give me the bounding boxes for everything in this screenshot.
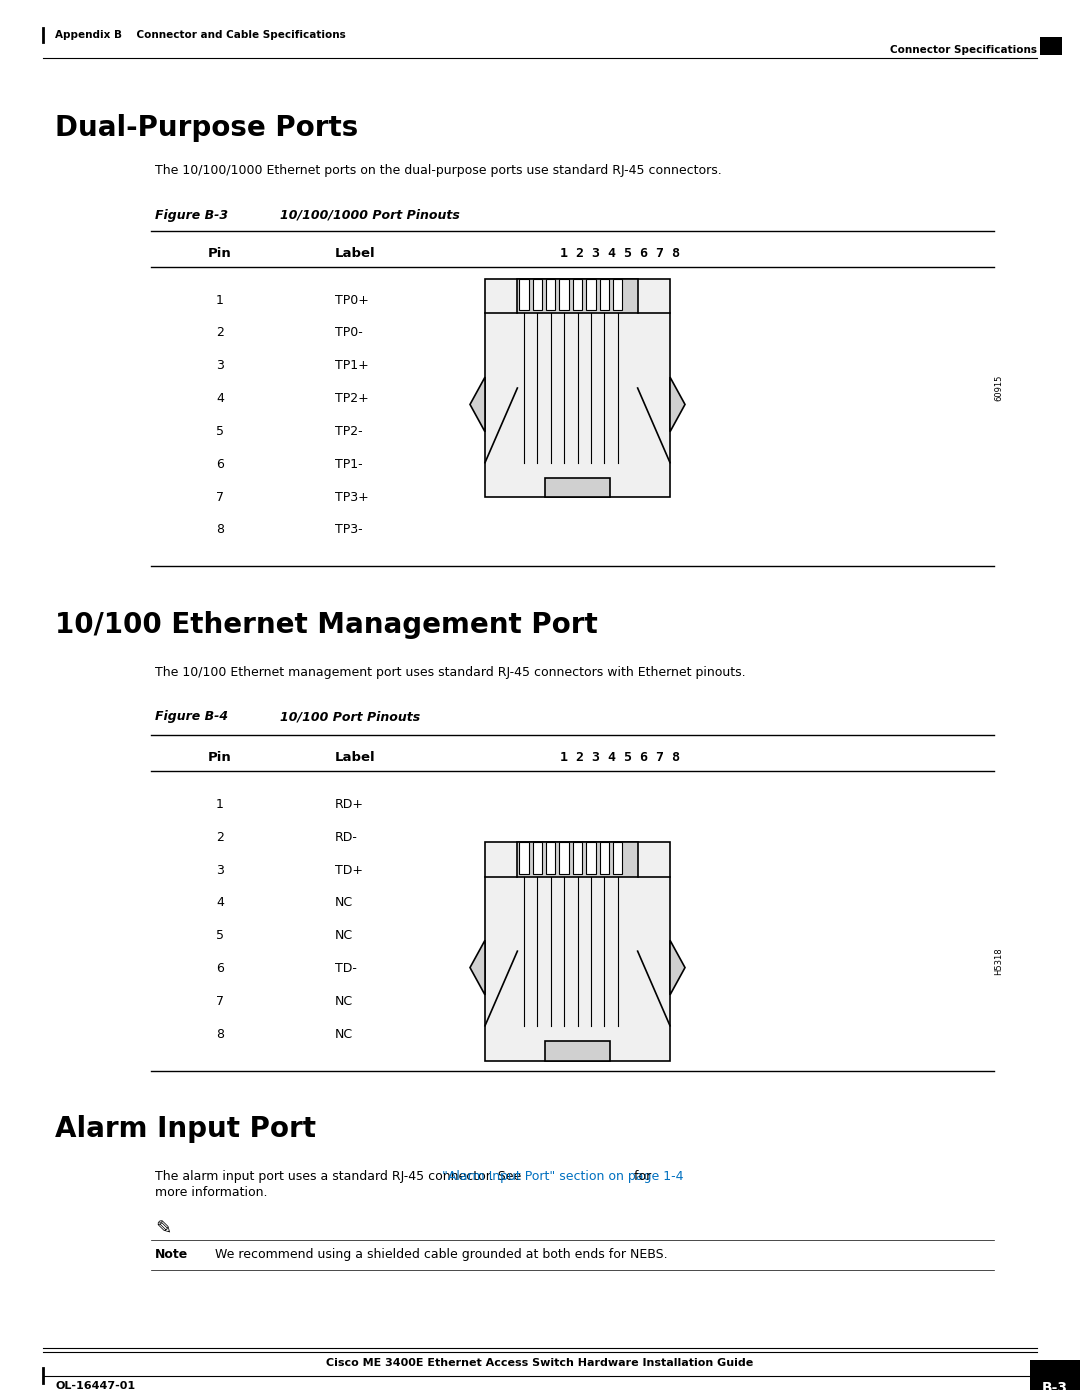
Text: NC: NC <box>335 897 353 909</box>
Bar <box>599 842 609 873</box>
Bar <box>517 842 637 876</box>
Bar <box>599 278 609 310</box>
Text: The 10/100 Ethernet management port uses standard RJ-45 connectors with Ethernet: The 10/100 Ethernet management port uses… <box>156 665 745 679</box>
Bar <box>546 278 555 310</box>
Text: 2: 2 <box>216 831 224 844</box>
Bar <box>485 278 670 497</box>
Bar <box>572 842 582 873</box>
Text: NC: NC <box>335 995 353 1009</box>
Text: 1 2 3 4 5 6 7 8: 1 2 3 4 5 6 7 8 <box>561 752 680 764</box>
Text: B-3: B-3 <box>1042 1382 1068 1396</box>
Text: TP3-: TP3- <box>335 524 363 536</box>
Text: Label: Label <box>335 247 376 260</box>
Text: 4: 4 <box>216 897 224 909</box>
Text: TP0-: TP0- <box>335 327 363 339</box>
Text: TP2+: TP2+ <box>335 393 368 405</box>
Polygon shape <box>470 377 485 432</box>
Polygon shape <box>670 940 685 995</box>
Text: TP2-: TP2- <box>335 425 363 437</box>
Bar <box>559 842 569 873</box>
Text: Appendix B    Connector and Cable Specifications: Appendix B Connector and Cable Specifica… <box>55 29 346 41</box>
Polygon shape <box>670 377 685 432</box>
Text: 5: 5 <box>216 929 224 942</box>
Text: 1: 1 <box>216 798 224 810</box>
Polygon shape <box>470 940 485 995</box>
Text: H5318: H5318 <box>994 947 1003 975</box>
Text: more information.: more information. <box>156 1186 268 1199</box>
Text: 7: 7 <box>216 490 224 503</box>
Text: TD-: TD- <box>335 963 356 975</box>
Text: TD+: TD+ <box>335 863 363 876</box>
Text: 6: 6 <box>216 458 224 471</box>
Text: Label: Label <box>335 752 376 764</box>
Text: 6: 6 <box>216 963 224 975</box>
Text: for: for <box>631 1171 651 1183</box>
Text: RD-: RD- <box>335 831 357 844</box>
Text: 10/100 Port Pinouts: 10/100 Port Pinouts <box>280 711 420 724</box>
Text: TP0+: TP0+ <box>335 293 369 306</box>
Bar <box>586 278 595 310</box>
Text: 5: 5 <box>216 425 224 437</box>
Text: NC: NC <box>335 1028 353 1041</box>
Text: Alarm Input Port: Alarm Input Port <box>55 1115 316 1143</box>
Bar <box>545 478 610 497</box>
Text: 8: 8 <box>216 524 224 536</box>
Text: Cisco ME 3400E Ethernet Access Switch Hardware Installation Guide: Cisco ME 3400E Ethernet Access Switch Ha… <box>326 1358 754 1368</box>
Text: Figure B-4: Figure B-4 <box>156 711 228 724</box>
Bar <box>545 1041 610 1060</box>
Text: ✎: ✎ <box>156 1220 172 1239</box>
Text: Dual-Purpose Ports: Dual-Purpose Ports <box>55 115 359 142</box>
Text: We recommend using a shielded cable grounded at both ends for NEBS.: We recommend using a shielded cable grou… <box>215 1248 667 1260</box>
Text: 10/100/1000 Port Pinouts: 10/100/1000 Port Pinouts <box>280 210 460 222</box>
Bar <box>519 278 529 310</box>
Text: TP1-: TP1- <box>335 458 363 471</box>
Text: Note: Note <box>156 1248 188 1260</box>
Text: 1 2 3 4 5 6 7 8: 1 2 3 4 5 6 7 8 <box>561 247 680 260</box>
Bar <box>586 842 595 873</box>
Text: The alarm input port uses a standard RJ-45 connector. See: The alarm input port uses a standard RJ-… <box>156 1171 525 1183</box>
Bar <box>1030 1361 1080 1390</box>
Text: 1: 1 <box>216 293 224 306</box>
Bar <box>572 278 582 310</box>
Bar <box>546 842 555 873</box>
Text: 8: 8 <box>216 1028 224 1041</box>
Bar <box>485 842 670 1060</box>
Text: OL-16447-01: OL-16447-01 <box>55 1382 135 1391</box>
Bar <box>559 278 569 310</box>
Text: Pin: Pin <box>208 247 232 260</box>
Text: 60915: 60915 <box>994 374 1003 401</box>
Text: TP1+: TP1+ <box>335 359 368 372</box>
Text: 4: 4 <box>216 393 224 405</box>
Text: "Alarm Input Port" section on page 1-4: "Alarm Input Port" section on page 1-4 <box>442 1171 684 1183</box>
Text: 10/100 Ethernet Management Port: 10/100 Ethernet Management Port <box>55 610 597 638</box>
Bar <box>532 278 542 310</box>
Text: Connector Specifications: Connector Specifications <box>890 45 1037 54</box>
Text: RD+: RD+ <box>335 798 364 810</box>
Text: Pin: Pin <box>208 752 232 764</box>
Text: 2: 2 <box>216 327 224 339</box>
Text: The 10/100/1000 Ethernet ports on the dual-purpose ports use standard RJ-45 conn: The 10/100/1000 Ethernet ports on the du… <box>156 165 721 177</box>
Bar <box>613 842 622 873</box>
Text: NC: NC <box>335 929 353 942</box>
Text: 3: 3 <box>216 359 224 372</box>
Text: 7: 7 <box>216 995 224 1009</box>
Bar <box>613 278 622 310</box>
Text: Figure B-3: Figure B-3 <box>156 210 228 222</box>
Bar <box>1040 36 1062 54</box>
Text: 3: 3 <box>216 863 224 876</box>
Bar <box>517 278 637 313</box>
Bar <box>532 842 542 873</box>
Bar <box>519 842 529 873</box>
Text: TP3+: TP3+ <box>335 490 368 503</box>
